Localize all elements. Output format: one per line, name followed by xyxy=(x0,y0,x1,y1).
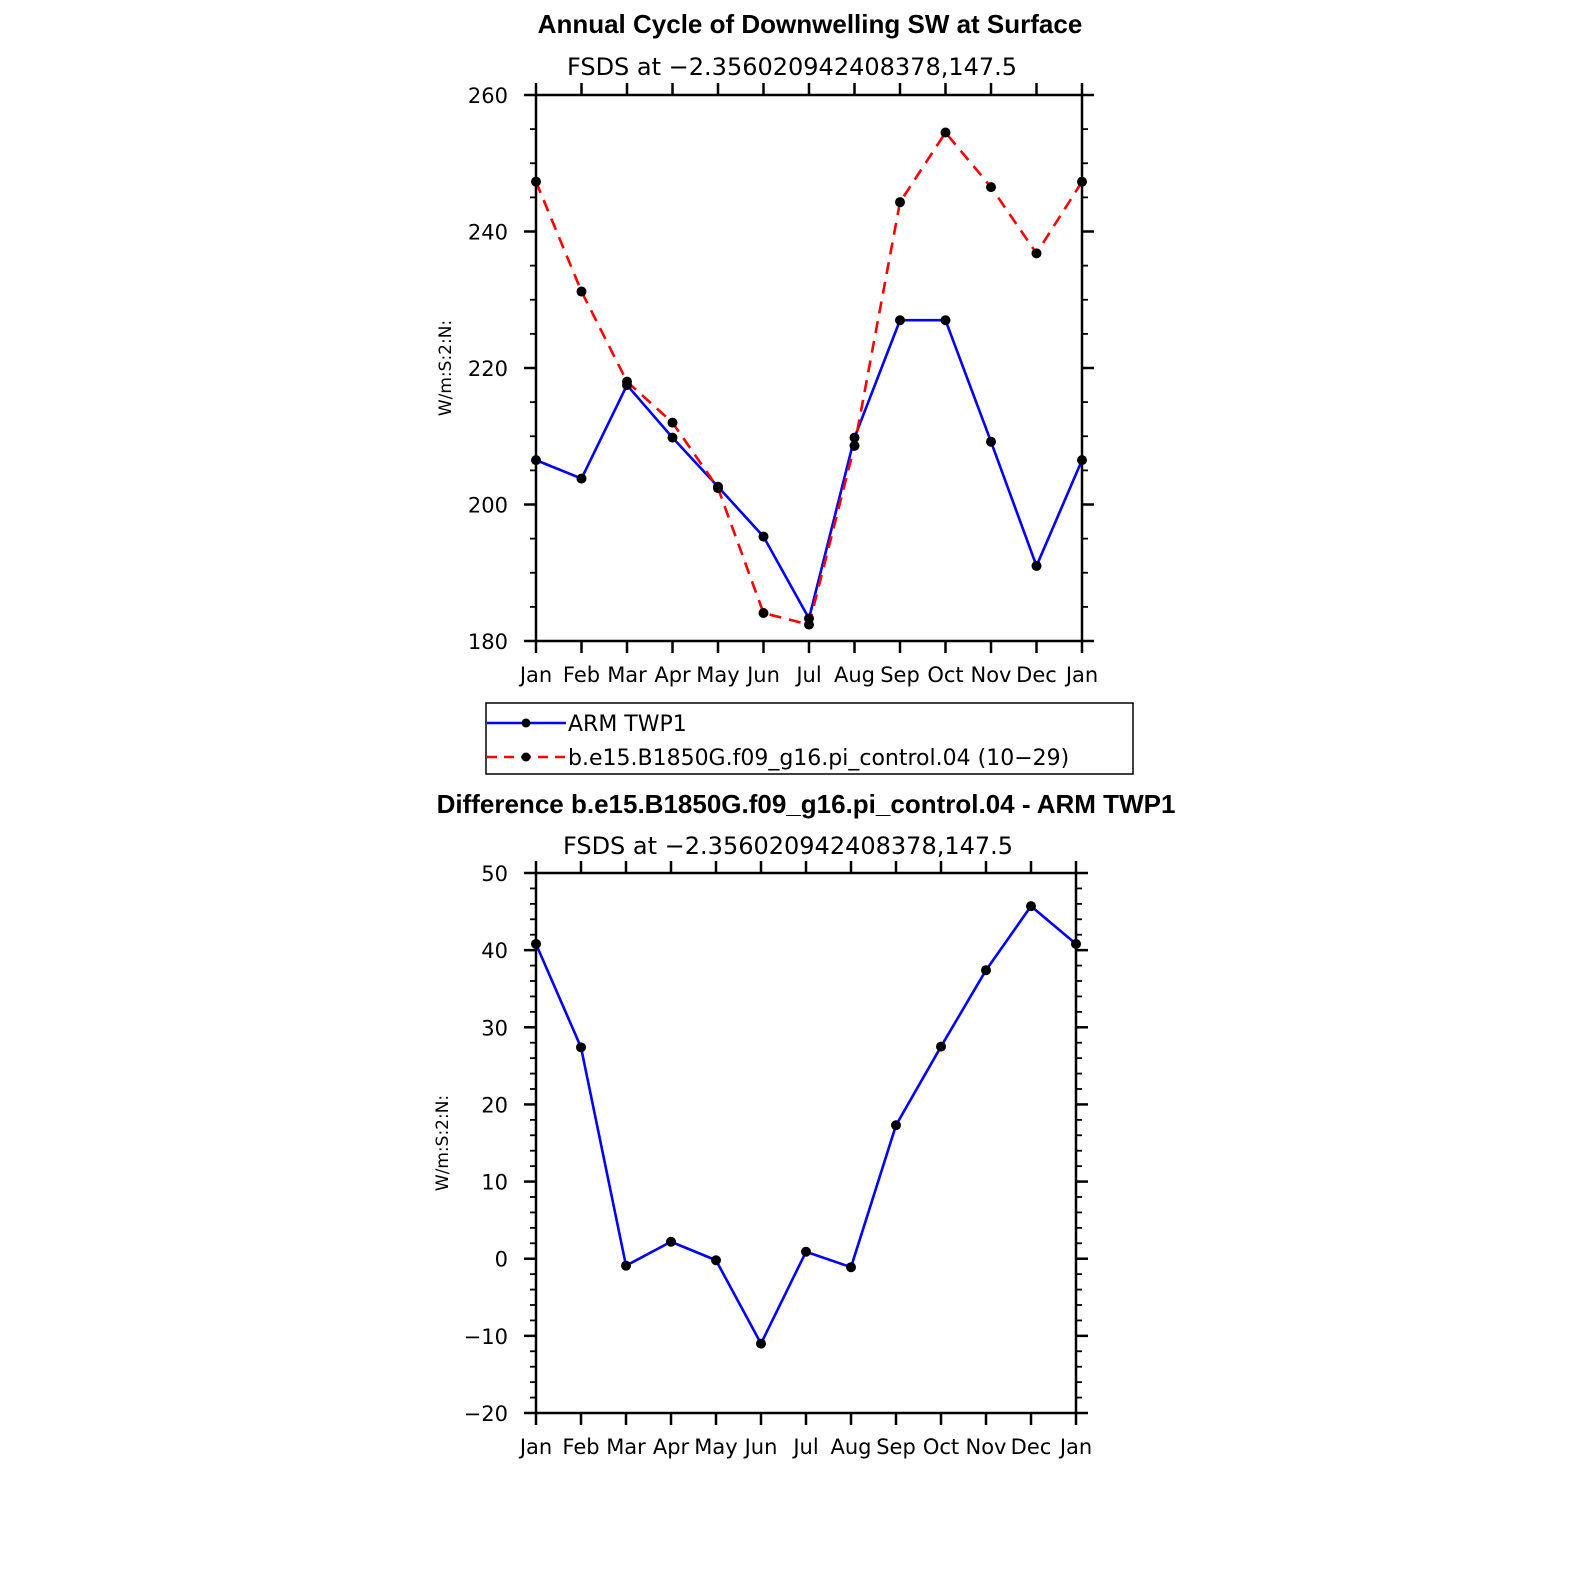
bottom-xtick-label: Feb xyxy=(562,1435,599,1459)
top-xtick-label: Oct xyxy=(927,663,963,687)
top-plot-frame xyxy=(534,93,1084,643)
top-xtick-label: May xyxy=(696,663,739,687)
top-series-0-point xyxy=(531,455,541,466)
top-chart-title: Annual Cycle of Downwelling SW at Surfac… xyxy=(538,9,1083,39)
bottom-series-0-point xyxy=(981,965,991,976)
top-series-1-point xyxy=(804,619,814,630)
top-series-0-point xyxy=(849,432,860,443)
top-series-1-point xyxy=(531,176,541,187)
bottom-series-0-point xyxy=(891,1120,901,1131)
bottom-plot-frame xyxy=(534,871,1078,1415)
bottom-series-0-point xyxy=(621,1260,631,1271)
top-xtick-label: Apr xyxy=(654,663,691,687)
top-ytick-label: 200 xyxy=(468,494,508,518)
bottom-chart-plot: Jan Feb Mar Apr May Jun Jul Aug Sep Oct Nov Dec Jan−… xyxy=(464,861,1092,1459)
top-series-line-1 xyxy=(534,131,1084,626)
bottom-xtick-label: Sep xyxy=(876,1435,916,1459)
top-ytick-label: 240 xyxy=(468,221,508,245)
top-series-1-point xyxy=(986,182,996,193)
legend-marker-model xyxy=(521,752,531,762)
top-series-0-point xyxy=(667,432,678,443)
top-series-1-point xyxy=(940,127,951,138)
bottom-ytick-label: 40 xyxy=(481,939,508,963)
bottom-xtick-label: Oct xyxy=(923,1435,959,1459)
top-series-0-point xyxy=(1031,560,1042,571)
bottom-xtick-label: Dec xyxy=(1011,1435,1052,1459)
bottom-xtick-label: Aug xyxy=(830,1435,871,1459)
bottom-series-line-0 xyxy=(534,904,1077,1345)
top-series-0-point xyxy=(940,315,951,326)
bottom-ytick-label: −10 xyxy=(464,1325,508,1349)
top-series-1-point xyxy=(895,197,905,208)
legend: ARM TWP1 b.e15.B1850G.f09_g16.pi_control… xyxy=(485,702,1134,775)
legend-box xyxy=(485,702,1134,775)
top-xtick-label: Jul xyxy=(794,663,821,687)
bottom-series-0-point xyxy=(756,1338,766,1349)
bottom-xtick-label: Apr xyxy=(653,1435,690,1459)
top-series-0-point xyxy=(576,473,587,484)
bottom-xtick-label: Jan xyxy=(518,1435,552,1459)
bottom-xtick-label: Nov xyxy=(966,1435,1007,1459)
bottom-series-0-point xyxy=(531,938,541,949)
bottom-xtick-label: Jul xyxy=(791,1435,818,1459)
top-xtick-label: Sep xyxy=(880,663,920,687)
bottom-series-0-point xyxy=(936,1041,946,1052)
bottom-ytick-label: 50 xyxy=(481,862,508,886)
bottom-series-0-point xyxy=(801,1246,811,1257)
bottom-ytick-label: −20 xyxy=(464,1402,508,1426)
top-xtick-label: Dec xyxy=(1016,663,1057,687)
top-series-1-point xyxy=(1031,248,1042,259)
top-series-1-point xyxy=(849,440,860,451)
bottom-series-0-point xyxy=(576,1042,586,1053)
top-xtick-label: Nov xyxy=(971,663,1012,687)
top-series-0-point xyxy=(1077,455,1087,466)
top-chart-subtitle: FSDS at −2.356020942408378,147.5 xyxy=(567,53,1017,81)
bottom-ytick-label: 0 xyxy=(495,1248,508,1272)
bottom-xtick-label: Jun xyxy=(743,1435,778,1459)
bottom-series-0-point xyxy=(846,1262,856,1273)
top-series-1-point xyxy=(758,608,769,619)
bottom-xtick-label: Mar xyxy=(606,1435,646,1459)
top-series-0-point xyxy=(986,436,996,447)
top-series-1-point xyxy=(622,376,632,387)
top-xtick-label: Jun xyxy=(745,663,780,687)
bottom-series-0-point xyxy=(1071,938,1081,949)
top-xtick-label: Mar xyxy=(607,663,647,687)
bottom-chart-title: Difference b.e15.B1850G.f09_g16.pi_contr… xyxy=(437,789,1176,819)
bottom-series-0-point xyxy=(666,1236,676,1247)
top-xtick-label: Aug xyxy=(834,663,875,687)
bottom-xtick-label: Jan xyxy=(1058,1435,1092,1459)
top-series-1-point xyxy=(713,483,723,494)
bottom-series-0-point xyxy=(711,1255,721,1266)
legend-marker-arm xyxy=(521,718,531,728)
top-ytick-label: 260 xyxy=(468,84,508,108)
top-chart-plot: Jan Feb Mar Apr May Jun Jul Aug Sep Oct Nov Dec Jan 1… xyxy=(468,83,1098,687)
bottom-ytick-label: 20 xyxy=(481,1093,508,1117)
top-chart-ylabel: W/m:S:2:N: xyxy=(436,320,456,416)
legend-label-model: b.e15.B1850G.f09_g16.pi_control.04 (10−2… xyxy=(568,746,1069,771)
top-series-0-point xyxy=(895,315,905,326)
top-xtick-label: Jan xyxy=(518,663,552,687)
bottom-chart-subtitle: FSDS at −2.356020942408378,147.5 xyxy=(563,832,1013,860)
top-series-1-point xyxy=(576,286,587,297)
bottom-chart-ylabel: W/m:S:2:N: xyxy=(433,1095,453,1191)
bottom-xtick-label: May xyxy=(694,1435,737,1459)
top-series-1-point xyxy=(1077,176,1087,187)
top-series-0-point xyxy=(758,531,769,542)
legend-label-arm: ARM TWP1 xyxy=(568,712,687,737)
top-xtick-label: Jan xyxy=(1064,663,1098,687)
bottom-series-0-point xyxy=(1026,901,1036,912)
top-ytick-label: 180 xyxy=(468,630,508,654)
top-ytick-label: 220 xyxy=(468,357,508,381)
bottom-ytick-label: 10 xyxy=(481,1171,508,1195)
top-xtick-label: Feb xyxy=(563,663,600,687)
top-series-1-point xyxy=(667,417,678,428)
bottom-ytick-label: 30 xyxy=(481,1016,508,1040)
